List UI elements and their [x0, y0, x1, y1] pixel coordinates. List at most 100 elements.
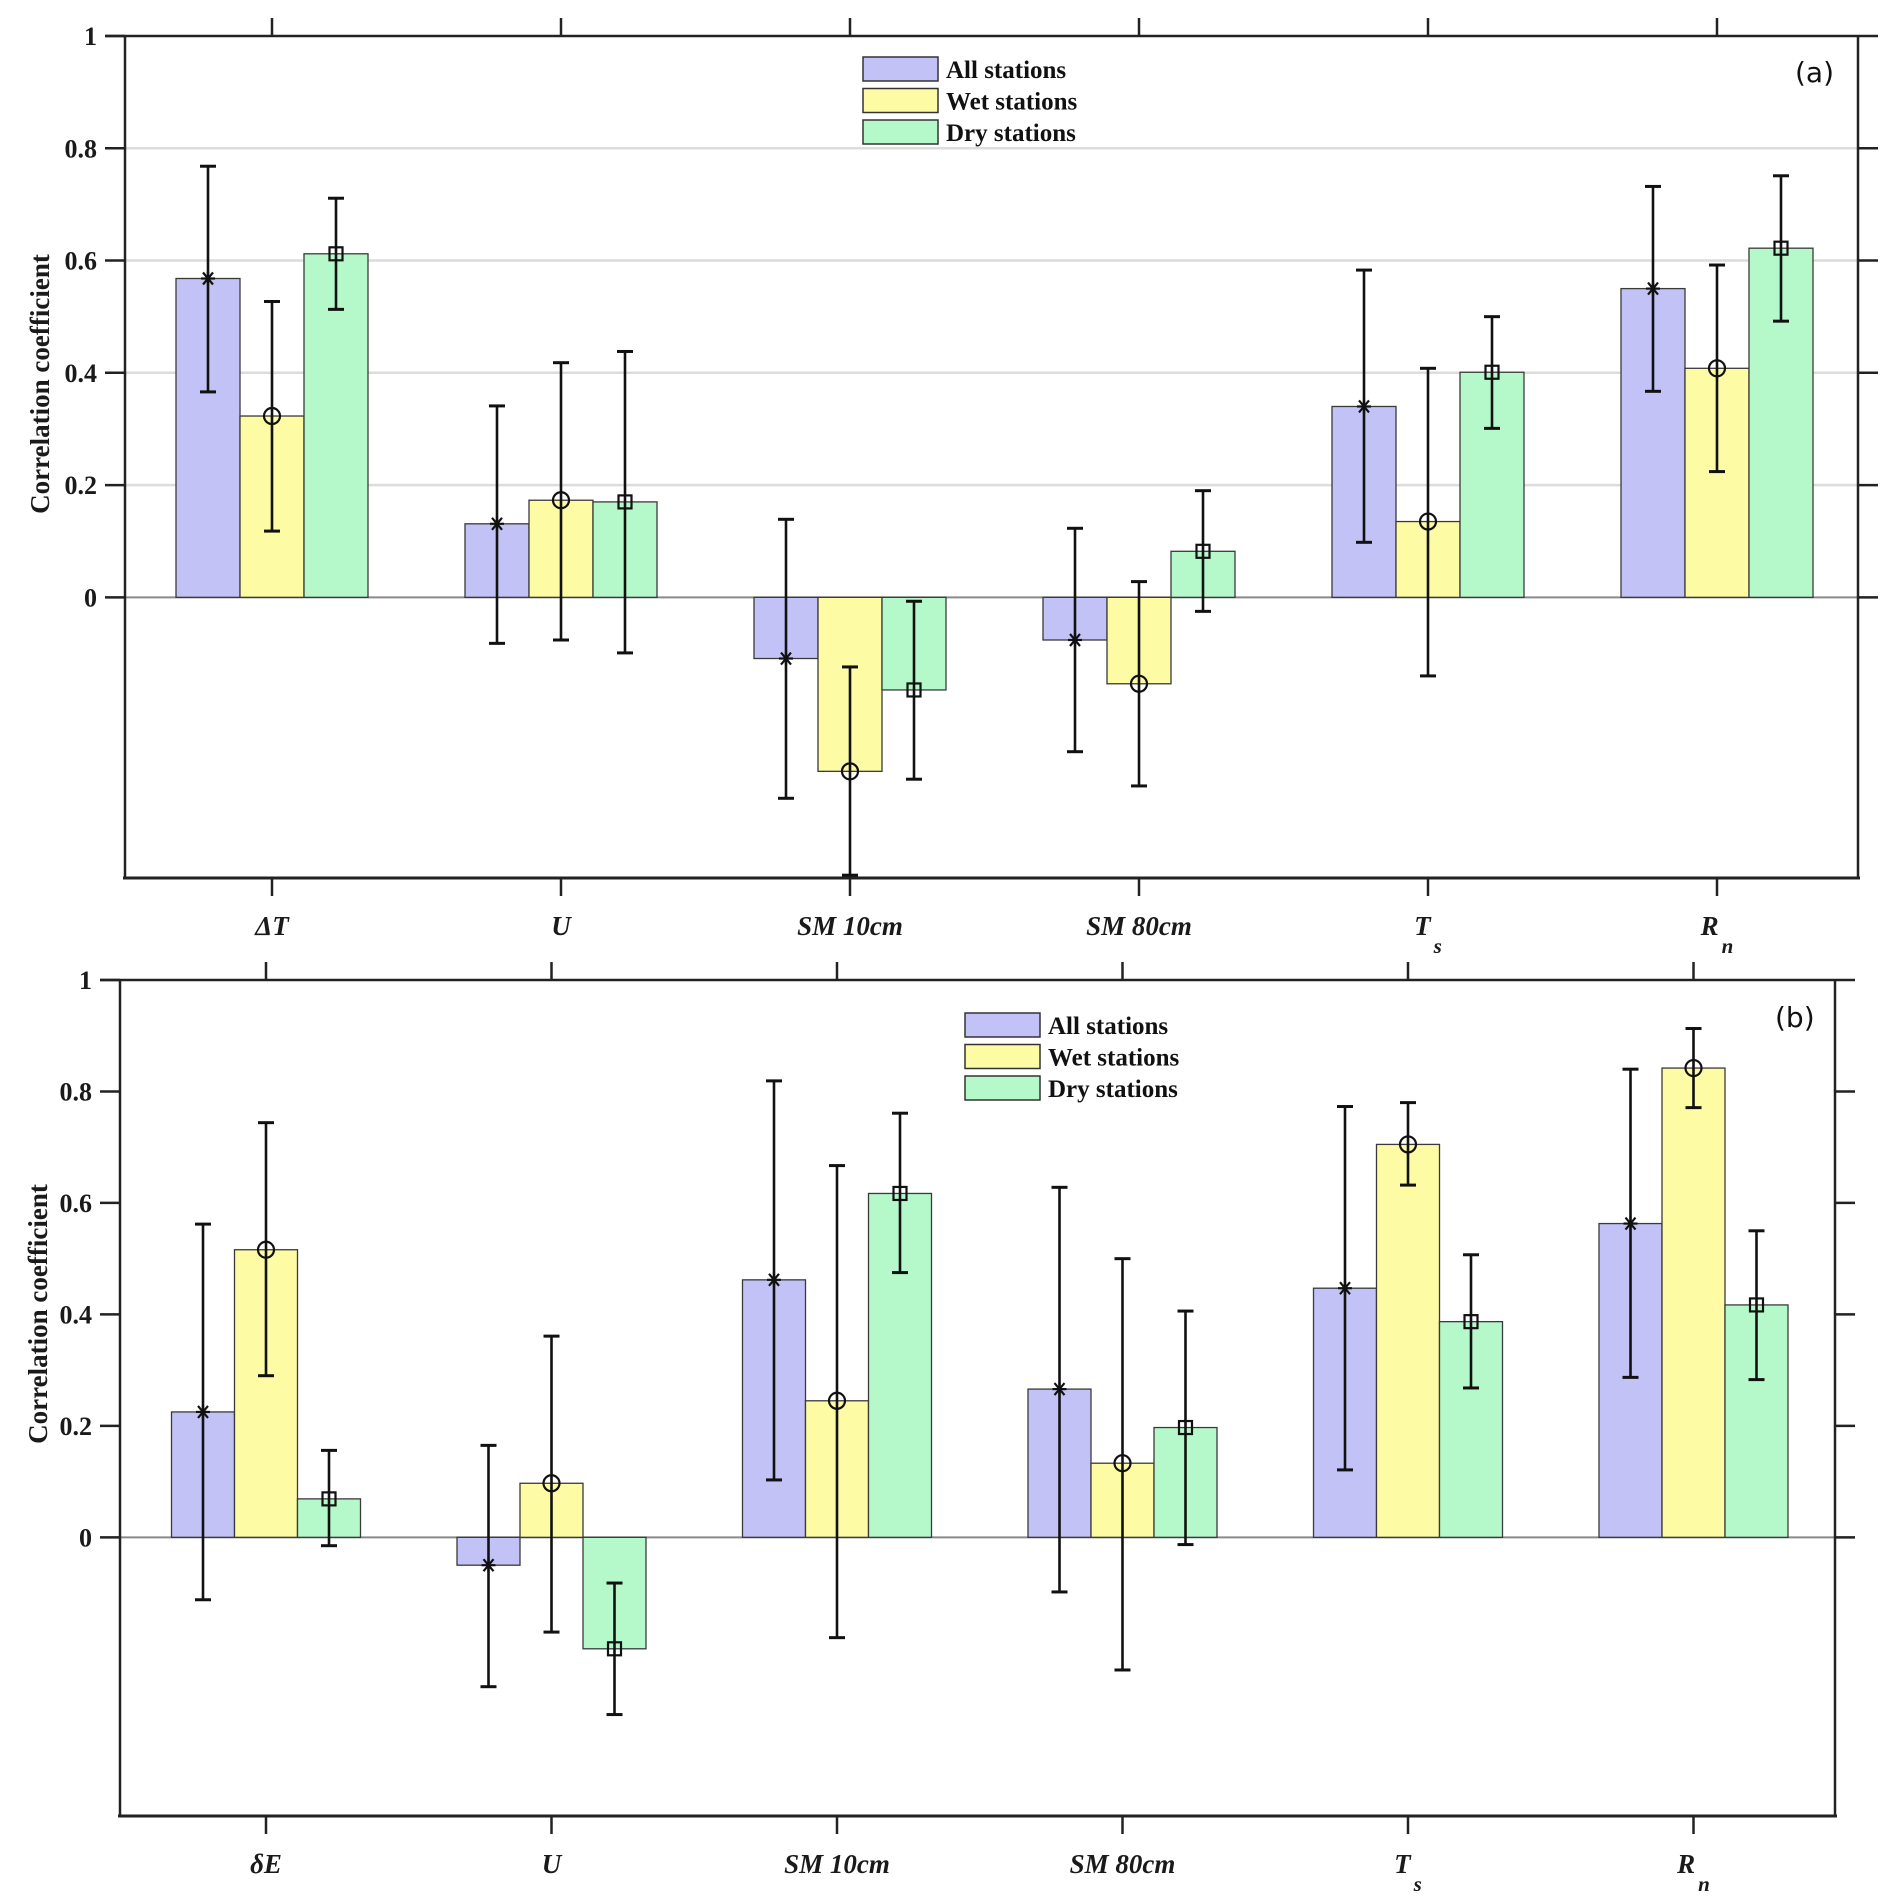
legend-label: All stations	[1048, 1013, 1168, 1040]
marker-asterisk	[767, 1272, 781, 1287]
error-bar	[1685, 1026, 1702, 1110]
error-bar	[906, 599, 922, 781]
x-category-subscript: n	[1722, 934, 1734, 958]
marker-square	[321, 1491, 337, 1507]
marker-circle	[1418, 512, 1438, 531]
y-tick-label: 0	[79, 1523, 92, 1552]
legend-label: Wet stations	[946, 89, 1078, 116]
marker-circle	[256, 1240, 276, 1259]
marker-circle	[262, 406, 282, 426]
marker-asterisk	[1357, 399, 1371, 414]
legend-swatch	[964, 1075, 1041, 1101]
legend-label: All stations	[946, 57, 1066, 84]
y-axis-label: Correlation coefficient	[23, 1184, 53, 1444]
marker-circle	[1398, 1135, 1418, 1154]
marker-circle	[1684, 1058, 1703, 1078]
x-category-main: R	[1700, 911, 1719, 941]
error-bar	[829, 1164, 845, 1640]
y-tick-label: 0.4	[60, 1300, 93, 1329]
x-category-main: SM 10cm	[784, 1849, 890, 1879]
x-category-label: U	[542, 1849, 563, 1879]
error-bar	[1114, 1257, 1131, 1672]
marker-asterisk	[1646, 281, 1660, 296]
marker-asterisk	[481, 1558, 496, 1573]
bar-circle	[1375, 1143, 1441, 1538]
x-category-label: Rn	[1676, 1849, 1710, 1896]
error-bar	[258, 1121, 274, 1378]
x-category-label: SM 10cm	[797, 911, 903, 941]
error-bar	[892, 1111, 908, 1275]
x-category-label: δE	[250, 1849, 282, 1879]
marker-asterisk	[1338, 1281, 1352, 1296]
legend-swatch	[964, 1043, 1041, 1070]
x-category-label: Ts	[1414, 911, 1442, 958]
x-category-subscript: n	[1698, 1872, 1710, 1896]
x-category-label: SM 80cm	[1086, 911, 1192, 941]
error-bar	[1177, 1309, 1194, 1547]
x-category-main: SM 80cm	[1070, 1849, 1176, 1879]
marker-square	[1773, 240, 1789, 256]
panel-a: 0 0.2 0.4 0.6 0.8 1 Correlation coefficient ΔT U…	[25, 18, 1878, 958]
marker-circle	[827, 1391, 847, 1410]
y-axis-label: Correlation coefficient	[25, 254, 55, 514]
y-tick-label: 0.2	[65, 471, 98, 500]
y-tick-label: 0.8	[60, 1077, 93, 1106]
error-bar	[1773, 174, 1789, 323]
marker-square	[328, 246, 344, 262]
legend-label: Dry stations	[1048, 1076, 1178, 1103]
marker-circle	[1707, 359, 1727, 378]
y-tick-label: 1	[79, 966, 92, 995]
marker-circle	[840, 762, 860, 781]
error-bar	[321, 1448, 337, 1548]
y-tick-label: 1	[84, 22, 97, 51]
marker-square	[1463, 1314, 1479, 1330]
x-category-main: U	[551, 911, 572, 941]
marker-circle	[551, 491, 571, 510]
marker-square	[617, 494, 633, 510]
x-category-subscript: s	[1433, 934, 1442, 958]
x-category-main: SM 80cm	[1086, 911, 1192, 941]
x-category-main: ΔT	[254, 911, 290, 941]
x-category-subscript: s	[1413, 1872, 1422, 1896]
marker-asterisk	[201, 271, 215, 286]
legend-swatch	[862, 119, 939, 145]
marker-square	[606, 1641, 623, 1657]
legend-item: Dry stations	[964, 1075, 1178, 1103]
marker-square	[906, 682, 922, 698]
legend-swatch	[862, 56, 939, 82]
bar-circle	[1661, 1067, 1726, 1538]
legend-item: Dry stations	[862, 119, 1076, 147]
marker-asterisk	[779, 651, 793, 666]
legend-item: All stations	[862, 56, 1066, 84]
x-category-label: U	[551, 911, 572, 941]
legend: All stations Wet stations Dry stations	[862, 56, 1078, 147]
panel-b: 0 0.2 0.4 0.6 0.8 1 Correlation coefficient δE U…	[23, 962, 1855, 1896]
marker-square	[1177, 1419, 1194, 1436]
error-bar	[617, 349, 633, 655]
error-bar	[1709, 263, 1725, 474]
x-category-label: ΔT	[254, 911, 290, 941]
marker-asterisk	[196, 1404, 210, 1419]
x-category-label: SM 80cm	[1070, 1849, 1176, 1879]
legend-label: Wet stations	[1048, 1045, 1180, 1072]
error-bar	[1195, 489, 1211, 613]
error-bar	[1463, 1253, 1479, 1390]
error-bar	[1400, 1101, 1416, 1187]
y-tick-label: 0.8	[65, 134, 98, 163]
error-bar	[1484, 315, 1500, 430]
legend-swatch	[964, 1012, 1041, 1038]
error-bar	[1748, 1229, 1765, 1382]
marker-circle	[542, 1474, 561, 1493]
x-category-main: T	[1394, 1849, 1412, 1879]
legend-item: Wet stations	[964, 1043, 1180, 1072]
error-bar	[328, 196, 344, 311]
marker-square	[1484, 364, 1500, 380]
legend-swatch	[862, 87, 939, 114]
panel-label: (a)	[1795, 56, 1834, 89]
x-category-label: Rn	[1700, 911, 1734, 958]
legend: All stations Wet stations Dry stations	[964, 1012, 1180, 1103]
x-category-main: T	[1414, 911, 1432, 941]
y-tick-label: 0.6	[60, 1189, 93, 1218]
y-tick-label: 0	[84, 583, 97, 612]
